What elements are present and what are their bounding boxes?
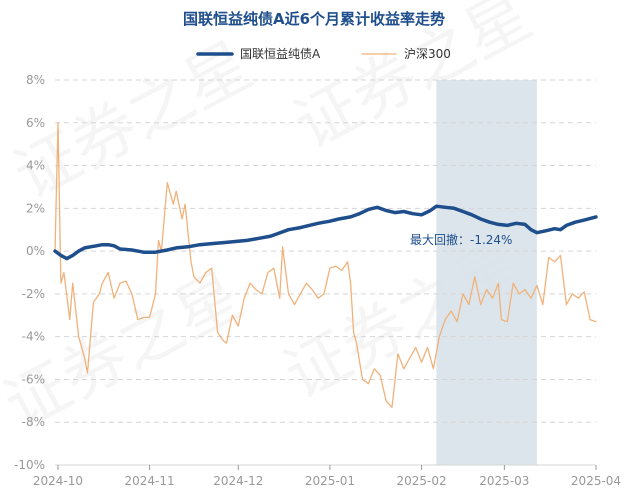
y-tick-label: 8% xyxy=(26,73,45,87)
max-drawdown-region xyxy=(436,80,537,465)
y-tick-label: -8% xyxy=(22,415,45,429)
y-tick-label: 0% xyxy=(26,244,45,258)
y-tick-label: -6% xyxy=(22,372,45,386)
y-tick-label: 6% xyxy=(26,116,45,130)
legend-label: 国联恒益纯债A xyxy=(240,47,321,61)
y-tick-label: -2% xyxy=(22,287,45,301)
x-tick-label: 2025-04 xyxy=(571,474,621,488)
x-tick-label: 2025-01 xyxy=(305,474,355,488)
legend: 国联恒益纯债A 沪深300 xyxy=(196,47,451,61)
drawdown-band xyxy=(436,80,537,465)
legend-label: 沪深300 xyxy=(404,47,451,61)
chart-title: 国联恒益纯债A近6个月累计收益率走势 xyxy=(183,10,445,28)
series-line-0 xyxy=(53,204,598,261)
y-axis: 8% 6% 4% 2% 0% -2% -4% -6% -8% -10% xyxy=(14,73,45,472)
x-tick-label: 2025-03 xyxy=(479,474,529,488)
x-axis: 2024-10 2024-11 2024-12 2025-01 2025-02 2025-… xyxy=(33,465,621,488)
series-line-1 xyxy=(54,122,597,408)
y-tick-label: 4% xyxy=(26,159,45,173)
y-tick-label: 2% xyxy=(26,201,45,215)
x-tick-label: 2024-10 xyxy=(33,474,83,488)
y-tick-label: -10% xyxy=(14,458,45,472)
x-tick-label: 2024-11 xyxy=(125,474,175,488)
y-tick-label: -4% xyxy=(22,330,45,344)
series-lines xyxy=(53,122,598,408)
x-tick-label: 2025-02 xyxy=(397,474,447,488)
max-drawdown-label: 最大回撤：-1.24% xyxy=(410,232,512,247)
x-tick-label: 2024-12 xyxy=(213,474,263,488)
